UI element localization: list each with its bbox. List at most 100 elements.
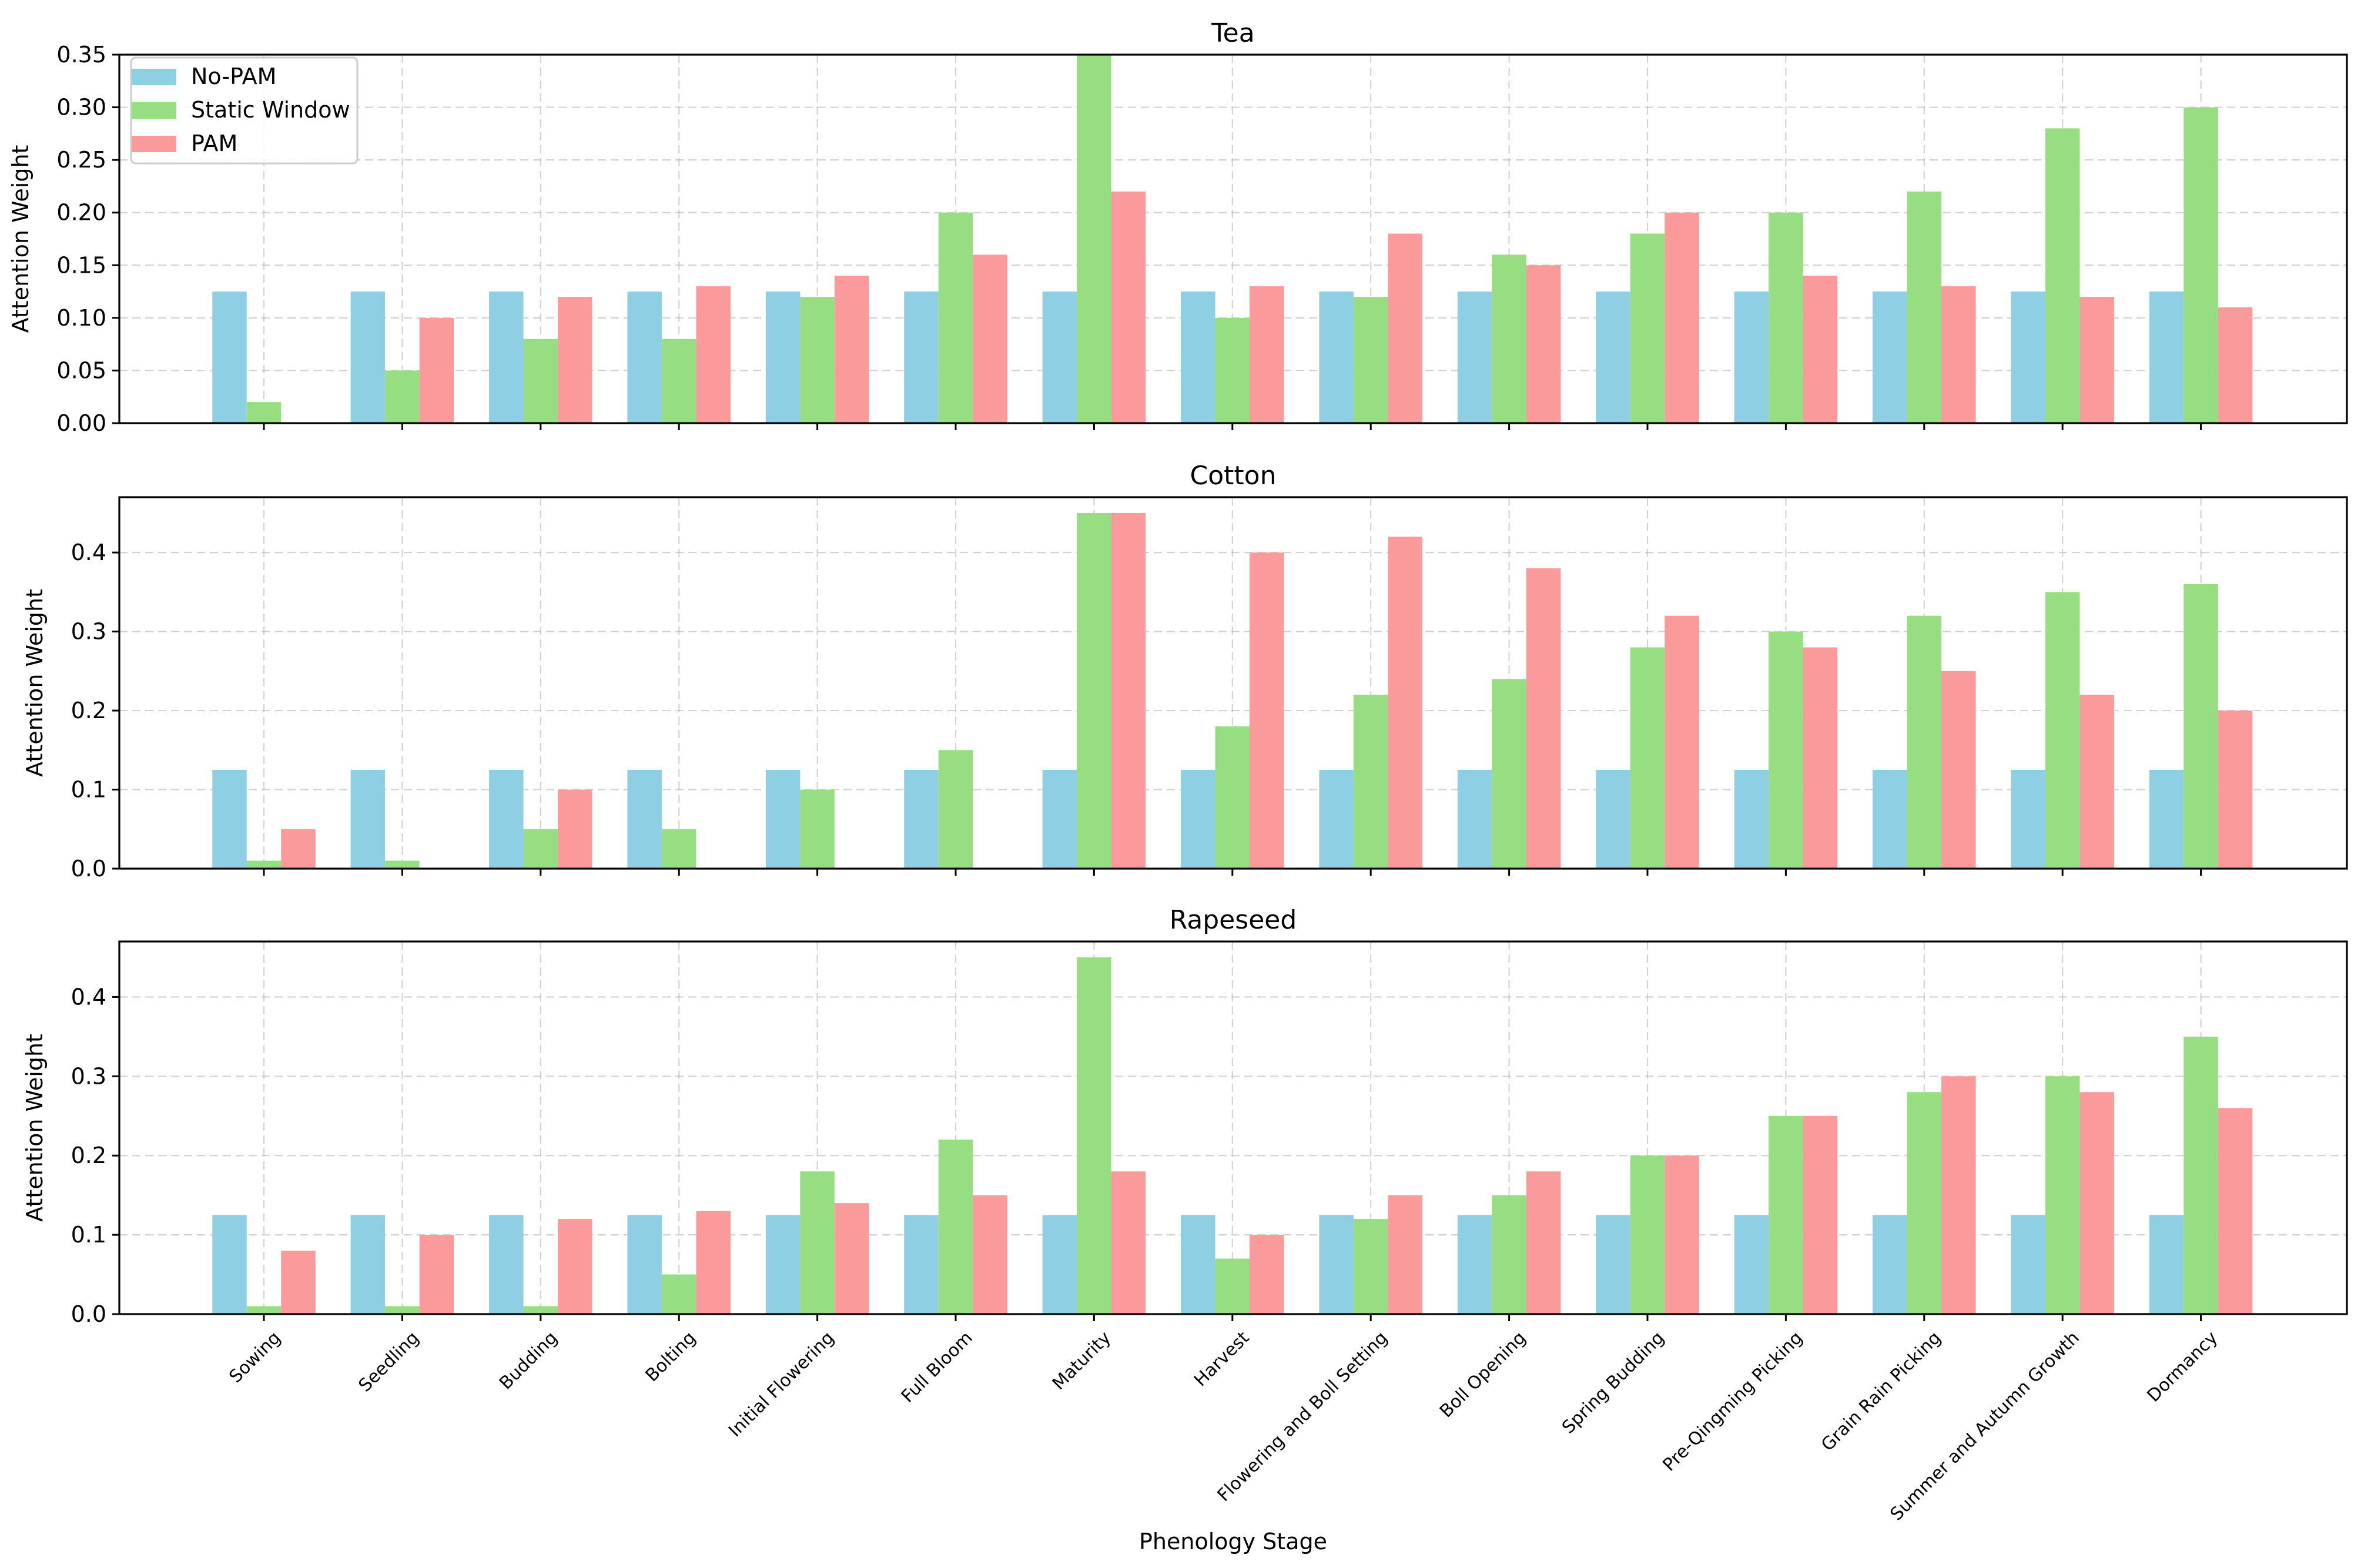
bar-static-window: [2045, 592, 2080, 869]
bar-no-pam: [904, 769, 939, 869]
panel-title: Cotton: [1190, 461, 1277, 491]
bar-static-window: [1215, 317, 1250, 423]
y-tick-label: 0.35: [56, 42, 106, 68]
y-tick-label: 0.2: [71, 1143, 106, 1168]
bar-pam: [419, 317, 454, 423]
bar-static-window: [938, 212, 973, 423]
bar-pam: [1803, 276, 1838, 423]
bar-pam: [1665, 1155, 1699, 1314]
bar-pam: [1111, 191, 1146, 423]
bar-pam: [419, 1235, 454, 1314]
y-axis-label: Attention Weight: [22, 1034, 48, 1222]
bar-no-pam: [1042, 292, 1077, 423]
bar-static-window: [661, 339, 696, 423]
bar-pam: [2218, 307, 2253, 423]
bar-static-window: [2183, 1036, 2218, 1314]
bar-no-pam: [212, 292, 247, 423]
bar-no-pam: [627, 1215, 662, 1314]
bar-no-pam: [1873, 1215, 1907, 1314]
bar-pam: [558, 789, 592, 869]
bar-static-window: [1492, 1195, 1526, 1314]
bar-static-window: [938, 750, 973, 869]
bar-pam: [1665, 615, 1699, 869]
bar-static-window: [661, 829, 696, 869]
bar-static-window: [1215, 1258, 1250, 1314]
bar-no-pam: [765, 1215, 801, 1314]
bar-static-window: [523, 829, 558, 869]
y-tick-label: 0.2: [71, 698, 106, 723]
x-tick-label: Bolting: [642, 1328, 700, 1386]
y-tick-label: 0.25: [56, 147, 106, 173]
legend-label: No-PAM: [191, 63, 276, 89]
x-tick-label: Harvest: [1190, 1328, 1254, 1391]
bar-static-window: [1907, 1092, 1942, 1314]
bar-pam: [1388, 537, 1422, 869]
bar-no-pam: [1042, 1215, 1077, 1314]
bar-no-pam: [350, 1215, 386, 1314]
bar-pam: [2079, 297, 2114, 423]
bar-no-pam: [1596, 292, 1630, 423]
bar-no-pam: [1457, 292, 1492, 423]
y-tick-label: 0.3: [71, 1063, 106, 1089]
bar-no-pam: [765, 292, 801, 423]
y-tick-label: 0.4: [71, 984, 106, 1010]
bar-no-pam: [2149, 292, 2184, 423]
y-tick-label: 0.30: [56, 95, 106, 120]
bar-pam: [1111, 1171, 1146, 1314]
panel-cotton: 0.0 0.1 0.2 0.3 0.4 Cotton Attention Weight: [22, 461, 2348, 882]
panel-tea: 0.00 0.05 0.10 0.15 0.20 0.25 0.30 0.35 Tea Atten…: [8, 18, 2348, 436]
bar-pam: [1250, 1235, 1284, 1314]
x-axis-label: Phenology Stage: [1139, 1529, 1327, 1554]
x-tick-label: Sowing: [225, 1328, 284, 1387]
bar-static-window: [1353, 695, 1388, 869]
bar-no-pam: [2149, 769, 2184, 869]
y-tick-label: 0.10: [56, 305, 106, 331]
bar-static-window: [1353, 1219, 1388, 1314]
y-tick-label: 0.0: [71, 856, 106, 882]
bar-no-pam: [904, 1215, 939, 1314]
bar-no-pam: [2011, 292, 2045, 423]
bar-static-window: [1907, 191, 1942, 423]
bar-no-pam: [1873, 292, 1907, 423]
bar-no-pam: [1596, 1215, 1630, 1314]
bar-pam: [2079, 1092, 2114, 1314]
x-tick-label: Boll Opening: [1436, 1328, 1530, 1422]
bar-static-window: [1769, 1115, 1803, 1314]
legend-swatch: [132, 136, 176, 152]
bar-static-window: [523, 339, 558, 423]
bar-static-window: [1077, 55, 1111, 423]
bar-pam: [2079, 695, 2114, 869]
bar-static-window: [661, 1274, 696, 1314]
bar-pam: [973, 1195, 1007, 1314]
legend: No-PAM Static Window PAM: [130, 56, 359, 165]
bar-pam: [1941, 1076, 1976, 1314]
panel-rapeseed: 0.0 0.1 0.2 0.3 0.4 Rapeseed Attention Weight S…: [22, 905, 2348, 1554]
bar-no-pam: [1734, 292, 1769, 423]
y-tick-label: 0.1: [71, 1222, 106, 1248]
bar-no-pam: [2149, 1215, 2184, 1314]
bar-static-window: [1215, 726, 1250, 869]
legend-label: Static Window: [191, 97, 350, 123]
bar-no-pam: [212, 1215, 247, 1314]
bar-no-pam: [1181, 769, 1215, 869]
bar-static-window: [938, 1140, 973, 1314]
bar-static-window: [385, 370, 420, 423]
bar-no-pam: [489, 769, 524, 869]
bar-no-pam: [350, 769, 386, 869]
bar-pam: [1526, 568, 1561, 869]
y-tick-label: 0.0: [71, 1301, 106, 1327]
bar-static-window: [1353, 297, 1388, 423]
bar-static-window: [246, 1306, 282, 1314]
y-tick-label: 0.15: [56, 252, 106, 278]
bar-static-window: [1769, 212, 1803, 423]
bar-static-window: [523, 1306, 558, 1314]
bar-pam: [973, 254, 1007, 423]
y-axis-label: Attention Weight: [8, 145, 34, 333]
bar-pam: [834, 276, 869, 423]
y-axis-label: Attention Weight: [22, 589, 48, 777]
x-tick-label: Full Bloom: [897, 1328, 977, 1407]
bar-no-pam: [1181, 1215, 1215, 1314]
bar-no-pam: [1873, 769, 1907, 869]
